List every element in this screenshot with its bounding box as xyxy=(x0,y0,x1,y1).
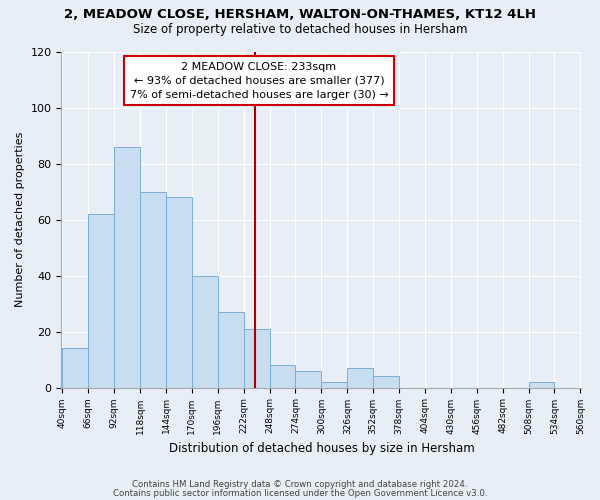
Bar xyxy=(192,276,218,388)
Bar xyxy=(62,348,88,388)
Text: Contains HM Land Registry data © Crown copyright and database right 2024.: Contains HM Land Registry data © Crown c… xyxy=(132,480,468,489)
Text: Size of property relative to detached houses in Hersham: Size of property relative to detached ho… xyxy=(133,22,467,36)
Text: Contains public sector information licensed under the Open Government Licence v3: Contains public sector information licen… xyxy=(113,488,487,498)
Bar xyxy=(529,382,554,388)
Bar xyxy=(166,197,192,388)
X-axis label: Distribution of detached houses by size in Hersham: Distribution of detached houses by size … xyxy=(169,442,474,455)
Text: 2 MEADOW CLOSE: 233sqm
← 93% of detached houses are smaller (377)
7% of semi-det: 2 MEADOW CLOSE: 233sqm ← 93% of detached… xyxy=(130,62,388,100)
Bar xyxy=(322,382,347,388)
Bar xyxy=(295,371,322,388)
Bar xyxy=(114,146,140,388)
Bar xyxy=(347,368,373,388)
Y-axis label: Number of detached properties: Number of detached properties xyxy=(15,132,25,307)
Bar xyxy=(244,329,269,388)
Bar xyxy=(140,192,166,388)
Bar xyxy=(373,376,399,388)
Bar xyxy=(218,312,244,388)
Bar xyxy=(269,365,295,388)
Bar xyxy=(88,214,114,388)
Text: 2, MEADOW CLOSE, HERSHAM, WALTON-ON-THAMES, KT12 4LH: 2, MEADOW CLOSE, HERSHAM, WALTON-ON-THAM… xyxy=(64,8,536,20)
